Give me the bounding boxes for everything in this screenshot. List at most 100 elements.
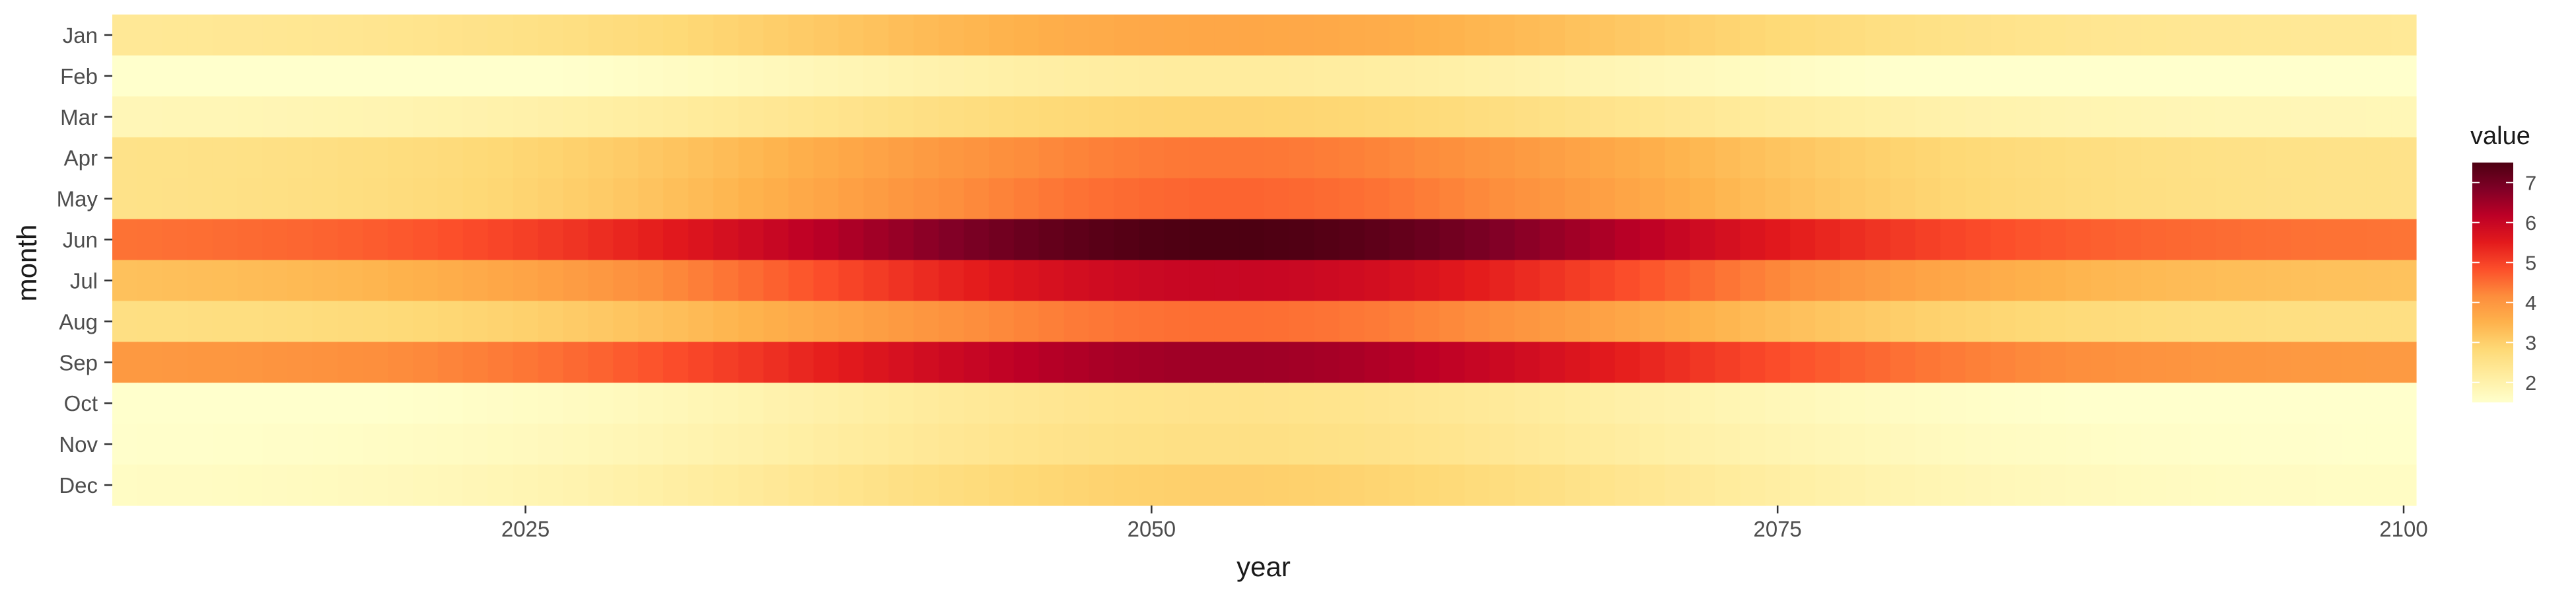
y-tick-label: Dec	[59, 473, 98, 498]
heatmap-cell	[1214, 465, 1240, 506]
heatmap-cell	[1715, 383, 1740, 424]
heatmap-cell	[2015, 383, 2041, 424]
heatmap-cell	[1013, 342, 1040, 383]
heatmap-cell	[1940, 178, 1966, 220]
heatmap-cell	[2091, 465, 2116, 506]
heatmap-cell	[1214, 383, 1240, 424]
heatmap-cell	[2266, 301, 2292, 342]
heatmap-cell	[388, 219, 413, 261]
heatmap-cell	[1464, 219, 1490, 261]
heatmap-cell	[663, 55, 689, 97]
heatmap-cell	[563, 260, 589, 302]
heatmap-cell	[763, 55, 789, 97]
heatmap-cell	[2040, 55, 2066, 97]
heatmap-cell	[538, 55, 564, 97]
heatmap-cell	[913, 219, 939, 261]
heatmap-cell	[2291, 424, 2316, 465]
heatmap-cell	[1790, 219, 1816, 261]
heatmap-cell	[1540, 96, 1565, 138]
heatmap-cell	[788, 383, 814, 424]
heatmap-cell	[1389, 260, 1415, 302]
heatmap-cell	[1540, 424, 1565, 465]
heatmap-cell	[1690, 178, 1716, 220]
heatmap-cell	[1740, 55, 1766, 97]
heatmap-cell	[1264, 178, 1290, 220]
heatmap-cell	[1815, 465, 1841, 506]
heatmap-cell	[964, 424, 989, 465]
heatmap-cell	[1965, 424, 1991, 465]
heatmap-cell	[788, 137, 814, 179]
heatmap-cell	[2116, 219, 2141, 261]
heatmap-cell	[2065, 342, 2091, 383]
heatmap-cell	[1489, 55, 1515, 97]
heatmap-cell	[1715, 15, 1740, 56]
heatmap-cell	[888, 219, 914, 261]
heatmap-cell	[2266, 342, 2292, 383]
heatmap-cell	[613, 260, 639, 302]
heatmap-cell	[788, 178, 814, 220]
heatmap-cell	[1840, 219, 1866, 261]
x-tick-label: 2100	[2379, 517, 2427, 541]
heatmap-cell	[788, 424, 814, 465]
heatmap-cell	[137, 260, 163, 302]
heatmap-cell	[1690, 15, 1716, 56]
heatmap-cell	[412, 465, 439, 506]
heatmap-cell	[1164, 260, 1190, 302]
heatmap-cell	[1990, 465, 2016, 506]
heatmap-cell	[1815, 15, 1841, 56]
heatmap-cell	[563, 178, 589, 220]
heatmap-cell	[738, 96, 764, 138]
y-tick-label: Jan	[63, 23, 98, 48]
heatmap-cell	[988, 219, 1015, 261]
heatmap-cell	[2116, 55, 2141, 97]
heatmap-cell	[1790, 15, 1816, 56]
legend-tick-label: 3	[2525, 331, 2536, 354]
heatmap-cell	[713, 383, 739, 424]
heatmap-cell	[1614, 465, 1641, 506]
heatmap-cell	[1865, 424, 1891, 465]
heatmap-cell	[187, 465, 213, 506]
heatmap-cell	[212, 55, 238, 97]
heatmap-cell	[1139, 424, 1164, 465]
heatmap-cell	[538, 15, 564, 56]
heatmap-cell	[1890, 301, 1916, 342]
heatmap-cell	[988, 301, 1015, 342]
heatmap-cell	[287, 219, 313, 261]
heatmap-cell	[1540, 465, 1565, 506]
heatmap-cell	[137, 15, 163, 56]
heatmap-cell	[2291, 301, 2316, 342]
heatmap-cell	[1189, 301, 1215, 342]
heatmap-cell	[838, 15, 864, 56]
heatmap-cell	[663, 260, 689, 302]
heatmap-cell	[813, 137, 840, 179]
heatmap-cell	[1915, 219, 1941, 261]
heatmap-cell	[1439, 424, 1465, 465]
heatmap-cell	[2266, 260, 2292, 302]
heatmap-cell	[187, 260, 213, 302]
heatmap-cell	[1715, 137, 1740, 179]
heatmap-cell	[863, 178, 889, 220]
heatmap-cell	[964, 465, 989, 506]
heatmap-cell	[1589, 96, 1616, 138]
heatmap-cell	[1515, 55, 1540, 97]
heatmap-cell	[1439, 219, 1465, 261]
heatmap-cell	[1639, 96, 1666, 138]
heatmap-cell	[1289, 137, 1315, 179]
heatmap-cell	[1164, 219, 1190, 261]
heatmap-cell	[663, 383, 689, 424]
heatmap-cell	[462, 96, 489, 138]
legend-tick-label: 2	[2525, 371, 2536, 394]
heatmap-cell	[1289, 465, 1315, 506]
heatmap-cell	[939, 383, 964, 424]
heatmap-cell	[1690, 137, 1716, 179]
heatmap-cell	[287, 15, 313, 56]
heatmap-cell	[2065, 219, 2091, 261]
heatmap-cell	[212, 219, 238, 261]
heatmap-cell	[162, 96, 188, 138]
heatmap-cell	[863, 137, 889, 179]
heatmap-cell	[112, 178, 138, 220]
heatmap-cell	[2015, 137, 2041, 179]
heatmap-cell	[1264, 96, 1290, 138]
heatmap-cell	[2316, 178, 2342, 220]
heatmap-cell	[1664, 260, 1691, 302]
